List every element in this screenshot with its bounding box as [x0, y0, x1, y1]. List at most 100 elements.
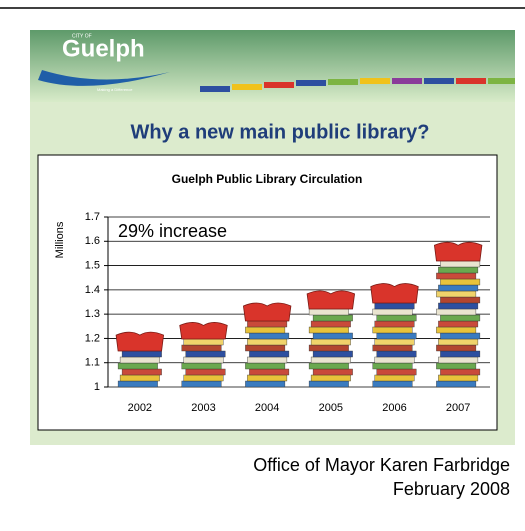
- book-stack-bar: [116, 332, 163, 387]
- book: [311, 357, 350, 363]
- y-tick-label: 1.3: [85, 308, 100, 320]
- book: [184, 339, 223, 345]
- book: [122, 351, 161, 357]
- book-stack-bar: [307, 291, 354, 387]
- x-tick-label: 2003: [191, 402, 215, 414]
- book: [184, 357, 223, 363]
- book: [436, 363, 475, 369]
- open-book: [243, 303, 290, 321]
- y-tick-label: 1.5: [85, 259, 100, 271]
- book: [309, 327, 348, 333]
- book: [120, 375, 159, 381]
- book: [436, 273, 475, 279]
- x-tick-label: 2005: [319, 402, 343, 414]
- book: [375, 303, 414, 309]
- book: [436, 327, 475, 333]
- book: [313, 351, 352, 357]
- open-book: [371, 284, 418, 303]
- book: [375, 357, 414, 363]
- book: [436, 291, 475, 297]
- book: [311, 321, 350, 327]
- book: [373, 381, 412, 387]
- book: [438, 375, 477, 381]
- logo: Guelph: [62, 35, 145, 62]
- y-tick-label: 1.6: [85, 235, 100, 247]
- book: [249, 351, 288, 357]
- x-tick-label: 2004: [255, 402, 279, 414]
- open-book: [307, 291, 354, 309]
- book: [311, 339, 350, 345]
- book: [313, 315, 352, 321]
- book: [247, 339, 286, 345]
- book: [245, 345, 284, 351]
- y-tick-label: 1.4: [85, 284, 100, 296]
- chart-title: Guelph Public Library Circulation: [172, 172, 363, 186]
- annotation: 29% increase: [118, 221, 227, 241]
- book: [120, 357, 159, 363]
- y-tick-label: 1.1: [85, 357, 100, 369]
- footer-line: February 2008: [393, 479, 510, 499]
- book: [249, 369, 288, 375]
- book: [375, 321, 414, 327]
- book-stack-bar: [434, 242, 481, 387]
- book: [438, 321, 477, 327]
- slide-title: Why a new main public library?: [131, 121, 430, 143]
- y-tick-label: 1.2: [85, 332, 100, 344]
- book: [377, 333, 416, 339]
- book: [182, 363, 221, 369]
- book: [118, 381, 157, 387]
- book: [440, 261, 479, 267]
- book: [373, 345, 412, 351]
- book: [249, 333, 288, 339]
- book: [311, 375, 350, 381]
- book: [373, 363, 412, 369]
- book: [375, 375, 414, 381]
- book: [377, 351, 416, 357]
- book: [118, 363, 157, 369]
- book: [438, 303, 477, 309]
- book: [438, 339, 477, 345]
- y-axis-label: Millions: [54, 221, 66, 258]
- book: [436, 381, 475, 387]
- book: [122, 369, 161, 375]
- book: [247, 357, 286, 363]
- x-tick-label: 2007: [446, 402, 470, 414]
- book-stack-bar: [243, 303, 290, 387]
- open-book: [434, 242, 481, 261]
- book: [182, 345, 221, 351]
- slide: CITY OF Guelph Making a Difference Why a…: [0, 0, 525, 526]
- book: [440, 369, 479, 375]
- book: [309, 345, 348, 351]
- x-tick-label: 2002: [128, 402, 152, 414]
- book: [245, 327, 284, 333]
- book: [186, 351, 225, 357]
- chart-frame: [38, 155, 497, 430]
- book: [438, 267, 477, 273]
- y-tick-label: 1.7: [85, 211, 100, 223]
- book: [436, 309, 475, 315]
- open-book: [116, 332, 163, 351]
- book: [440, 333, 479, 339]
- book-stack-bar: [371, 284, 418, 387]
- book: [440, 297, 479, 303]
- book: [247, 375, 286, 381]
- footer-line: Office of Mayor Karen Farbridge: [253, 455, 510, 475]
- book: [184, 375, 223, 381]
- book: [186, 369, 225, 375]
- book: [309, 309, 348, 315]
- book: [440, 351, 479, 357]
- book: [309, 381, 348, 387]
- page: {"header": {"logo_small": "CITY OF", "lo…: [0, 0, 525, 526]
- book: [440, 315, 479, 321]
- book: [313, 369, 352, 375]
- book: [377, 315, 416, 321]
- book: [375, 339, 414, 345]
- book: [182, 381, 221, 387]
- book: [373, 327, 412, 333]
- book: [438, 357, 477, 363]
- book: [245, 363, 284, 369]
- book-stack-bar: [180, 322, 227, 387]
- book: [373, 309, 412, 315]
- book: [313, 333, 352, 339]
- book: [438, 285, 477, 291]
